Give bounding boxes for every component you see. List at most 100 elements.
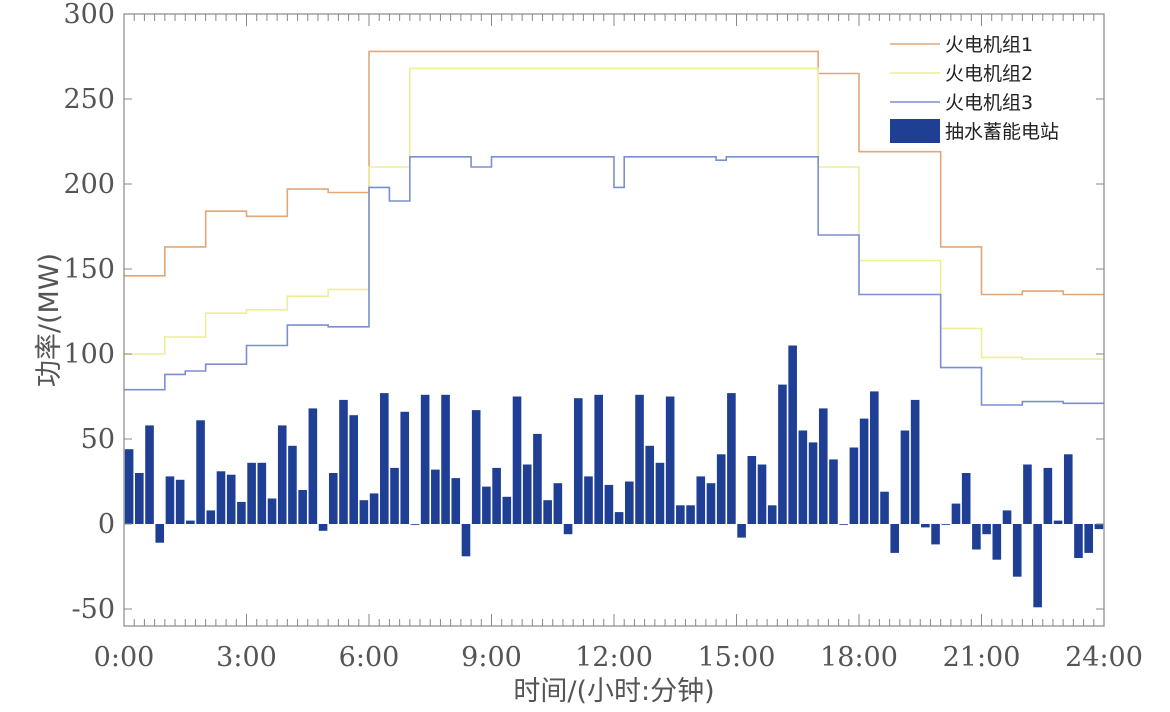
bar-mark — [798, 430, 808, 524]
bar-mark — [808, 442, 818, 524]
bar-mark — [594, 394, 603, 524]
y-axis-title: 功率/(MW) — [34, 253, 65, 387]
bar-mark — [175, 479, 185, 524]
bar-mark — [788, 345, 797, 524]
plot-frame — [123, 13, 1105, 627]
bar-mark — [961, 473, 971, 524]
bar-mark — [696, 476, 706, 524]
y-tick-label: 200 — [63, 169, 115, 200]
x-tick-label: 24:00 — [1065, 642, 1143, 673]
bar-mark — [635, 394, 644, 524]
line-layer — [124, 50, 1104, 406]
bar-mark — [461, 524, 471, 557]
bar-mark — [747, 456, 757, 524]
bar-mark — [931, 524, 940, 545]
legend: 火电机组1 火电机组2 火电机组3 抽水蓄能电站 — [890, 34, 1059, 143]
bar-mark — [992, 524, 1002, 560]
legend-label: 火电机组1 — [945, 34, 1033, 56]
x-tick-label: 9:00 — [461, 642, 522, 673]
bar-mark — [226, 474, 236, 524]
bar-mark — [257, 462, 267, 524]
x-tick-label: 15:00 — [698, 642, 776, 673]
bar-mark — [553, 483, 563, 524]
bar-mark — [339, 399, 348, 524]
bar-mark — [900, 430, 910, 524]
bar-mark — [186, 520, 195, 524]
bar-mark — [165, 476, 175, 524]
bar-mark — [1053, 520, 1063, 524]
legend-label: 火电机组2 — [945, 63, 1033, 85]
bar-mark — [625, 481, 634, 524]
bar-mark — [400, 411, 410, 524]
bar-mark — [359, 500, 369, 524]
bar-mark — [1084, 524, 1093, 553]
x-tick-label: 6:00 — [339, 642, 400, 673]
bar-mark — [349, 415, 358, 524]
y-tick-label: 300 — [63, 0, 115, 30]
y-tick-label: -50 — [72, 594, 115, 625]
bar-mark — [543, 500, 552, 524]
bar-mark — [410, 524, 420, 525]
bar-mark — [318, 524, 328, 531]
bar-mark — [584, 476, 593, 524]
bar-mark — [951, 503, 961, 524]
y-tick-label: 250 — [63, 84, 115, 115]
bar-mark — [870, 391, 879, 524]
x-tick-label: 0:00 — [94, 642, 155, 673]
bar-mark — [1002, 510, 1012, 524]
bar-mark — [1074, 524, 1083, 558]
x-tick-label: 12:00 — [575, 642, 653, 673]
bar-mark — [1033, 524, 1042, 608]
bar-mark — [512, 396, 522, 524]
bar-mark — [563, 524, 573, 535]
bar-mark — [737, 524, 746, 538]
bar-mark — [482, 486, 491, 524]
bar-mark — [135, 473, 144, 524]
bar-mark — [471, 410, 481, 524]
bar-mark — [645, 445, 655, 524]
bar-mark — [921, 524, 930, 528]
bar-mark — [124, 449, 134, 524]
bar-mark — [420, 394, 430, 524]
x-axis-title: 时间/(小时:分钟) — [513, 676, 714, 707]
bar-mark — [533, 433, 542, 524]
bar-mark — [441, 394, 450, 524]
bar-mark — [237, 501, 246, 524]
bar-mark — [818, 408, 828, 524]
bar-mark — [982, 524, 991, 535]
bar-mark — [502, 496, 512, 524]
legend-swatch-pumped-storage — [890, 119, 940, 143]
bar-mark — [369, 493, 379, 524]
y-tick-label: 50 — [81, 424, 115, 455]
series-line-3 — [124, 156, 1104, 406]
x-tick-label: 18:00 — [820, 642, 898, 673]
bar-mark — [910, 399, 920, 524]
bar-mark — [277, 425, 287, 524]
bar-mark — [206, 510, 216, 524]
bar-mark — [604, 484, 614, 524]
bar-mark — [614, 512, 624, 524]
bar-mark — [757, 464, 767, 524]
bar-mark — [247, 462, 256, 524]
bar-mark — [1043, 467, 1053, 524]
bar-mark — [216, 471, 226, 524]
bar-mark — [573, 398, 583, 524]
bar-mark — [1063, 454, 1073, 524]
y-tick-label: 100 — [63, 339, 115, 370]
bar-mark — [155, 524, 165, 543]
x-tick-label: 3:00 — [216, 642, 277, 673]
bar-mark — [686, 505, 695, 524]
bar-mark — [849, 447, 859, 524]
bar-mark — [298, 490, 307, 524]
bar-layer — [124, 345, 1104, 608]
bar-mark — [522, 464, 532, 524]
bar-mark — [308, 408, 318, 524]
bar-mark — [288, 445, 297, 524]
bar-mark — [1023, 464, 1032, 524]
bar-mark — [1094, 524, 1104, 530]
y-tick-label: 0 — [98, 509, 115, 540]
bar-mark — [778, 384, 787, 524]
bar-mark — [451, 478, 461, 524]
series-line-1 — [124, 50, 1104, 296]
